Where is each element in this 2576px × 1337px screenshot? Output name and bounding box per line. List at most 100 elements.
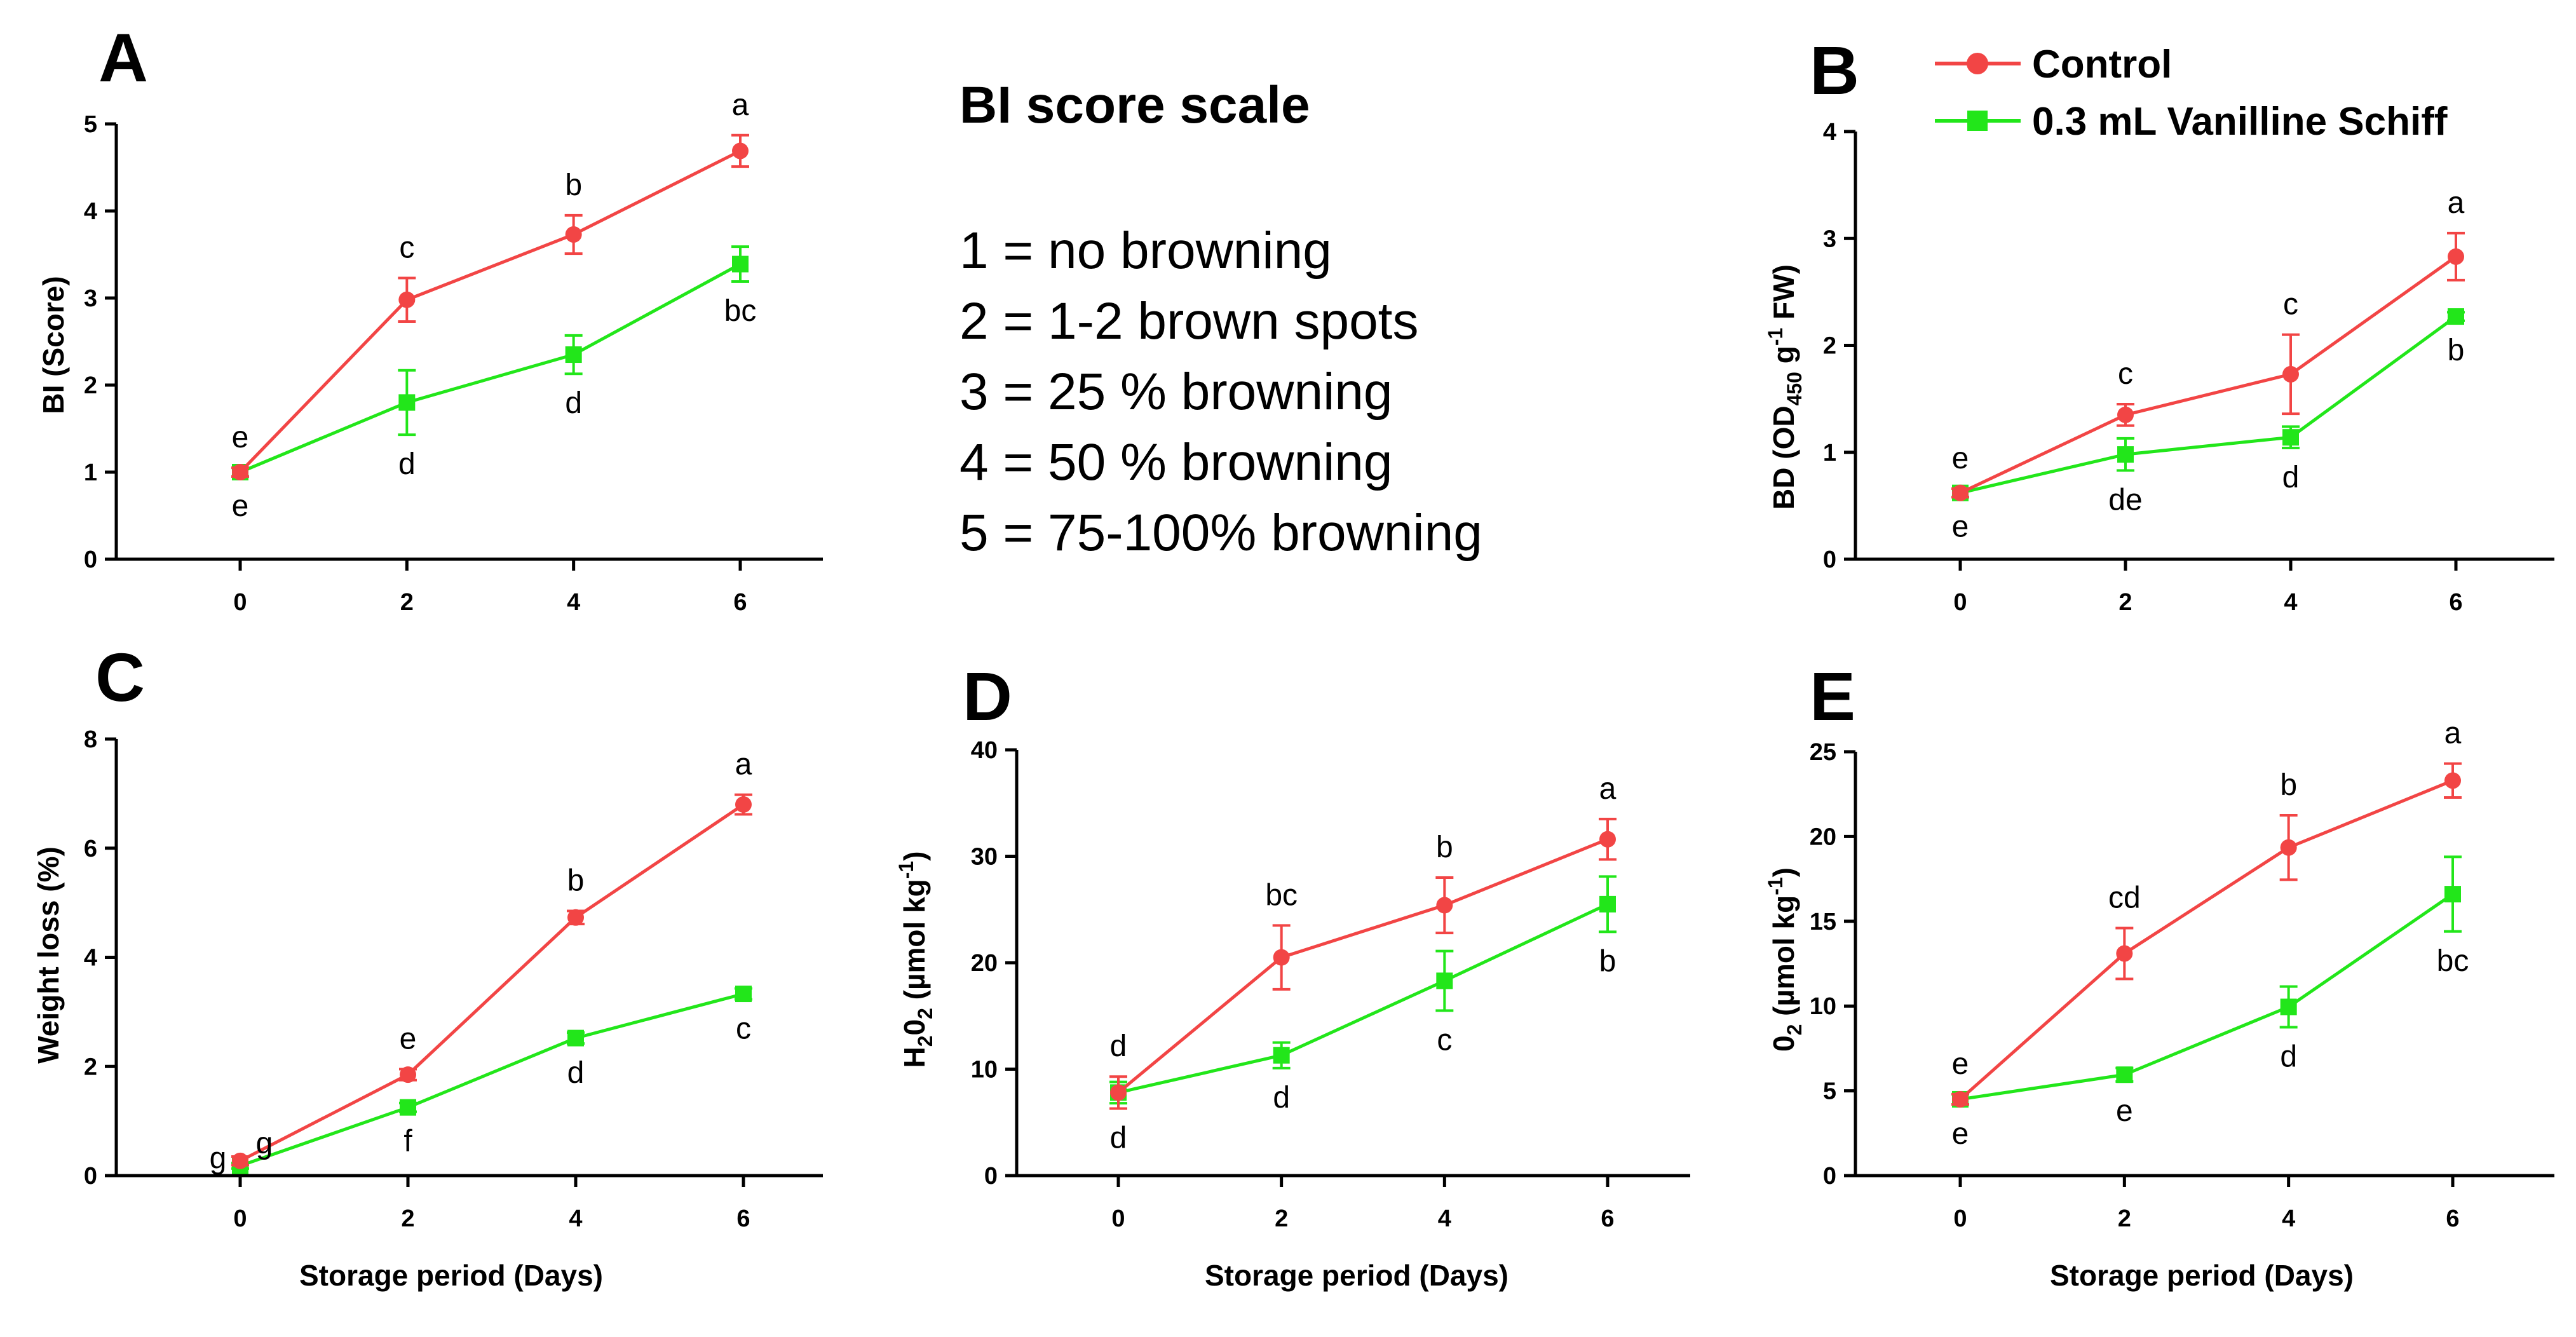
chart-b-treatment-sig-letter: d: [2282, 461, 2300, 494]
chart-e-xtick-label: 2: [2118, 1205, 2131, 1232]
chart-c-ytick-label: 4: [84, 945, 97, 972]
chart-a-xtick-label: 4: [567, 589, 580, 616]
chart-d-control-line: [1117, 838, 1608, 1094]
chart-c-control-point: [735, 796, 752, 813]
chart-b-treatment-sig-letter: e: [1952, 510, 1969, 543]
chart-e-xlabel: Storage period (Days): [2050, 1259, 2354, 1292]
legend: Control 0.3 mL Vanilline Schiff: [1935, 43, 2448, 144]
chart-d-control-point: [1110, 1084, 1127, 1101]
chart-a-xtick-label: 6: [733, 589, 747, 616]
chart-e-ytick-label: 5: [1823, 1078, 1836, 1105]
chart-b: 0 1 2 3 4 0 2 4 6 e c c a e de d b: [1823, 119, 2554, 616]
bi-scale-item-3: 3 = 25 % browning: [959, 363, 1393, 421]
chart-c-treatment-point: [567, 1029, 584, 1047]
chart-a-control-point: [232, 464, 248, 480]
chart-e-xtick-label: 6: [2446, 1205, 2459, 1232]
chart-a-xtick-label: 0: [233, 589, 247, 616]
chart-c-control-sig-letter: e: [400, 1022, 417, 1056]
chart-d-control-sig-letter: d: [1110, 1029, 1127, 1063]
bi-scale-title: BI score scale: [959, 76, 1310, 134]
legend-control-marker: [1967, 53, 1988, 74]
chart-a-treatment-sig-letter: d: [398, 447, 416, 481]
chart-a: 0 1 2 3 4 5 0 2 4 6 e c b a e d d bc: [84, 88, 823, 616]
chart-d-xtick-label: 2: [1275, 1205, 1288, 1232]
chart-a-ytick-label: 0: [84, 546, 97, 573]
chart-b-control-point: [2448, 248, 2464, 265]
chart-e: 0 5 10 15 20 25 0 2 4 6 e cd b a e e d bc: [1810, 717, 2554, 1232]
chart-c-treatment-point: [400, 1099, 416, 1116]
chart-a-control-sig-letter: c: [399, 231, 414, 264]
chart-e-treatment-sig-letter: e: [1952, 1117, 1969, 1151]
chart-d-treatment-sig-letter: d: [1110, 1121, 1127, 1155]
legend-treatment-label: 0.3 mL Vanilline Schiff: [2032, 100, 2448, 144]
chart-a-treatment-point: [565, 346, 582, 363]
chart-e-ytick-label: 25: [1810, 739, 1836, 766]
chart-b-ytick-label: 1: [1823, 440, 1836, 466]
chart-d-control-point: [1436, 897, 1453, 914]
chart-e-ylabel: 02 (µmol kg-1): [1764, 867, 1806, 1052]
chart-d-xtick-label: 4: [1438, 1205, 1451, 1232]
chart-b-treatment-point: [2448, 308, 2464, 325]
chart-a-treatment-point: [732, 255, 749, 273]
chart-b-control-sig-letter: e: [1952, 442, 1969, 475]
chart-e-xtick-label: 4: [2282, 1205, 2295, 1232]
chart-d-xtick-label: 6: [1601, 1205, 1614, 1232]
chart-e-treatment-point: [2116, 1066, 2133, 1083]
panel-letter-b: B: [1810, 32, 1859, 109]
chart-e-treatment-sig-letter: bc: [2437, 944, 2469, 978]
chart-e-xtick-label: 0: [1953, 1205, 1967, 1232]
chart-a-treatment-point: [398, 394, 416, 411]
bi-scale-item-2: 2 = 1-2 brown spots: [959, 292, 1418, 350]
chart-d-ytick-label: 20: [971, 950, 998, 977]
chart-d-ylabel: H202 (µmol kg-1): [895, 851, 937, 1068]
chart-c-treatment-line: [240, 992, 744, 1167]
chart-e-ytick-label: 15: [1810, 909, 1836, 935]
bi-score-scale: BI score scale 1 = no browning 2 = 1-2 b…: [959, 76, 1482, 562]
chart-d: 0 10 20 30 40 0 2 4 6 d bc b a d d c b: [971, 737, 1690, 1232]
chart-c-treatment-point: [735, 986, 752, 1003]
chart-d-ytick-label: 10: [971, 1057, 998, 1083]
chart-e-ytick-label: 20: [1810, 824, 1836, 850]
chart-e-control-sig-letter: cd: [2108, 881, 2141, 914]
chart-d-ytick-label: 30: [971, 844, 998, 871]
chart-e-treatment-line: [1960, 893, 2454, 1101]
chart-e-ytick-label: 0: [1823, 1163, 1836, 1190]
chart-c-ylabel: Weight loss (%): [32, 846, 65, 1064]
chart-e-treatment-point: [2280, 998, 2297, 1015]
chart-d-treatment-sig-letter: d: [1273, 1081, 1290, 1115]
chart-c-treatment-sig-letter: c: [736, 1012, 751, 1046]
chart-a-ytick-label: 1: [84, 459, 97, 486]
chart-a-control-sig-letter: a: [732, 88, 749, 122]
chart-d-control-sig-letter: b: [1436, 831, 1453, 864]
chart-a-control-point: [565, 226, 582, 243]
chart-b-control-point: [2117, 406, 2134, 423]
chart-c-control-point: [567, 909, 584, 926]
chart-b-ytick-label: 0: [1823, 546, 1836, 573]
chart-b-ytick-label: 2: [1823, 333, 1836, 360]
chart-b-ylabel: BD (OD450 g-1 FW): [1764, 264, 1806, 510]
chart-c-xtick-label: 0: [233, 1205, 247, 1232]
chart-c-xtick-label: 2: [401, 1205, 414, 1232]
chart-c-control-sig-letter: b: [567, 864, 585, 898]
legend-treatment-marker: [1967, 111, 1988, 131]
chart-b-treatment-sig-letter: de: [2108, 483, 2142, 517]
chart-c-control-point: [400, 1066, 416, 1083]
chart-a-ytick-label: 5: [84, 111, 97, 138]
chart-e-treatment-point: [2444, 886, 2461, 903]
chart-c-xtick-label: 4: [569, 1205, 582, 1232]
chart-b-treatment-point: [2282, 429, 2299, 446]
chart-e-ytick-label: 10: [1810, 993, 1836, 1020]
chart-b-ytick-label: 4: [1823, 119, 1836, 146]
chart-d-treatment-line: [1118, 902, 1609, 1094]
chart-b-treatment-line: [1960, 315, 2457, 495]
chart-d-control-point: [1273, 949, 1290, 966]
bi-scale-item-4: 4 = 50 % browning: [959, 433, 1393, 491]
chart-b-control-sig-letter: a: [2448, 186, 2465, 220]
chart-e-control-point: [1952, 1090, 1969, 1108]
chart-a-control-point: [398, 291, 416, 308]
chart-b-ytick-label: 3: [1823, 226, 1836, 252]
chart-d-xlabel: Storage period (Days): [1205, 1259, 1508, 1292]
chart-c-ytick-label: 8: [84, 726, 97, 753]
chart-c-control-sig-letter: g: [256, 1127, 273, 1160]
